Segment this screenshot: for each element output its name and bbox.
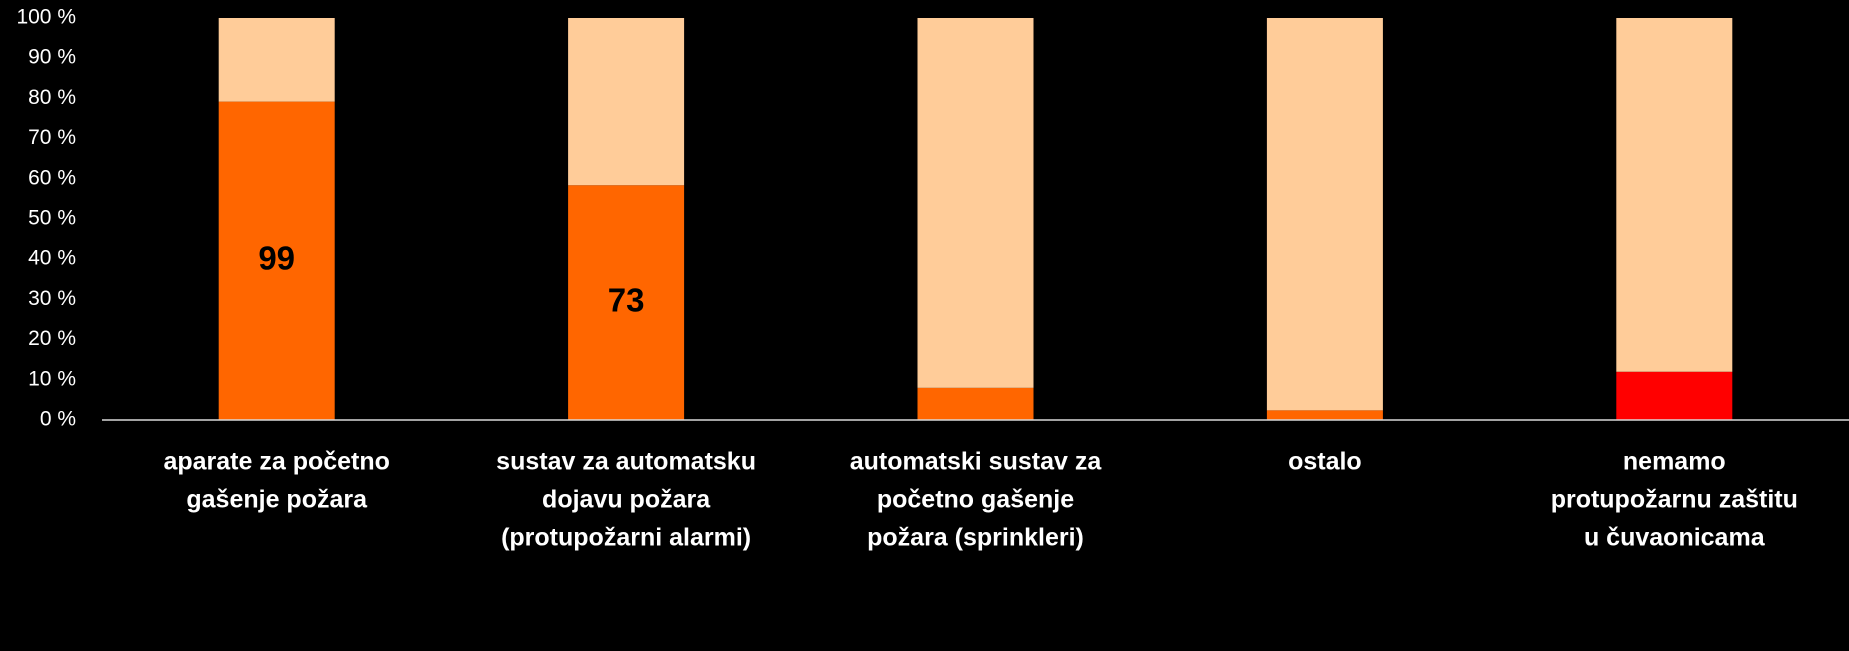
x-tick-label: sustav za automatsku [496,448,756,476]
y-tick-label: 0 % [40,408,76,431]
bar-segment [1266,410,1383,420]
bar-segment [218,101,335,420]
bar-segment [568,185,685,420]
x-tick-label: u čuvaonicama [1584,524,1766,552]
bar-segment [1616,18,1733,372]
x-tick-label: nemamo [1623,448,1726,476]
data-label: 99 [258,240,295,277]
bar-segment [917,387,1034,420]
y-tick-label: 30 % [28,287,76,310]
x-tick-label: dojavu požara [542,486,711,514]
y-tick-label: 10 % [28,367,76,390]
y-tick-label: 60 % [28,166,76,189]
bar-segment [1266,18,1383,411]
y-tick-label: 40 % [28,247,76,270]
x-tick-label: gašenje požara [186,486,368,514]
bar-segment [917,18,1034,388]
x-tick-label: aparate za početno [163,448,389,476]
x-tick-label: protupožarnu zaštitu [1551,486,1798,514]
bar-segment [568,18,685,186]
bar-segment [1616,371,1733,420]
y-tick-label: 100 % [16,6,76,29]
y-tick-label: 70 % [28,126,76,149]
x-tick-label: požara (sprinkleri) [867,524,1084,552]
x-tick-label: (protupožarni alarmi) [501,524,751,552]
y-tick-label: 80 % [28,86,76,109]
x-tick-label: automatski sustav za [850,448,1103,476]
y-tick-label: 50 % [28,207,76,230]
x-tick-label: ostalo [1288,448,1362,476]
bar-segment [218,18,335,102]
y-tick-label: 90 % [28,46,76,69]
y-tick-label: 20 % [28,327,76,350]
x-tick-label: početno gašenje [877,486,1074,514]
data-label: 73 [608,281,645,318]
